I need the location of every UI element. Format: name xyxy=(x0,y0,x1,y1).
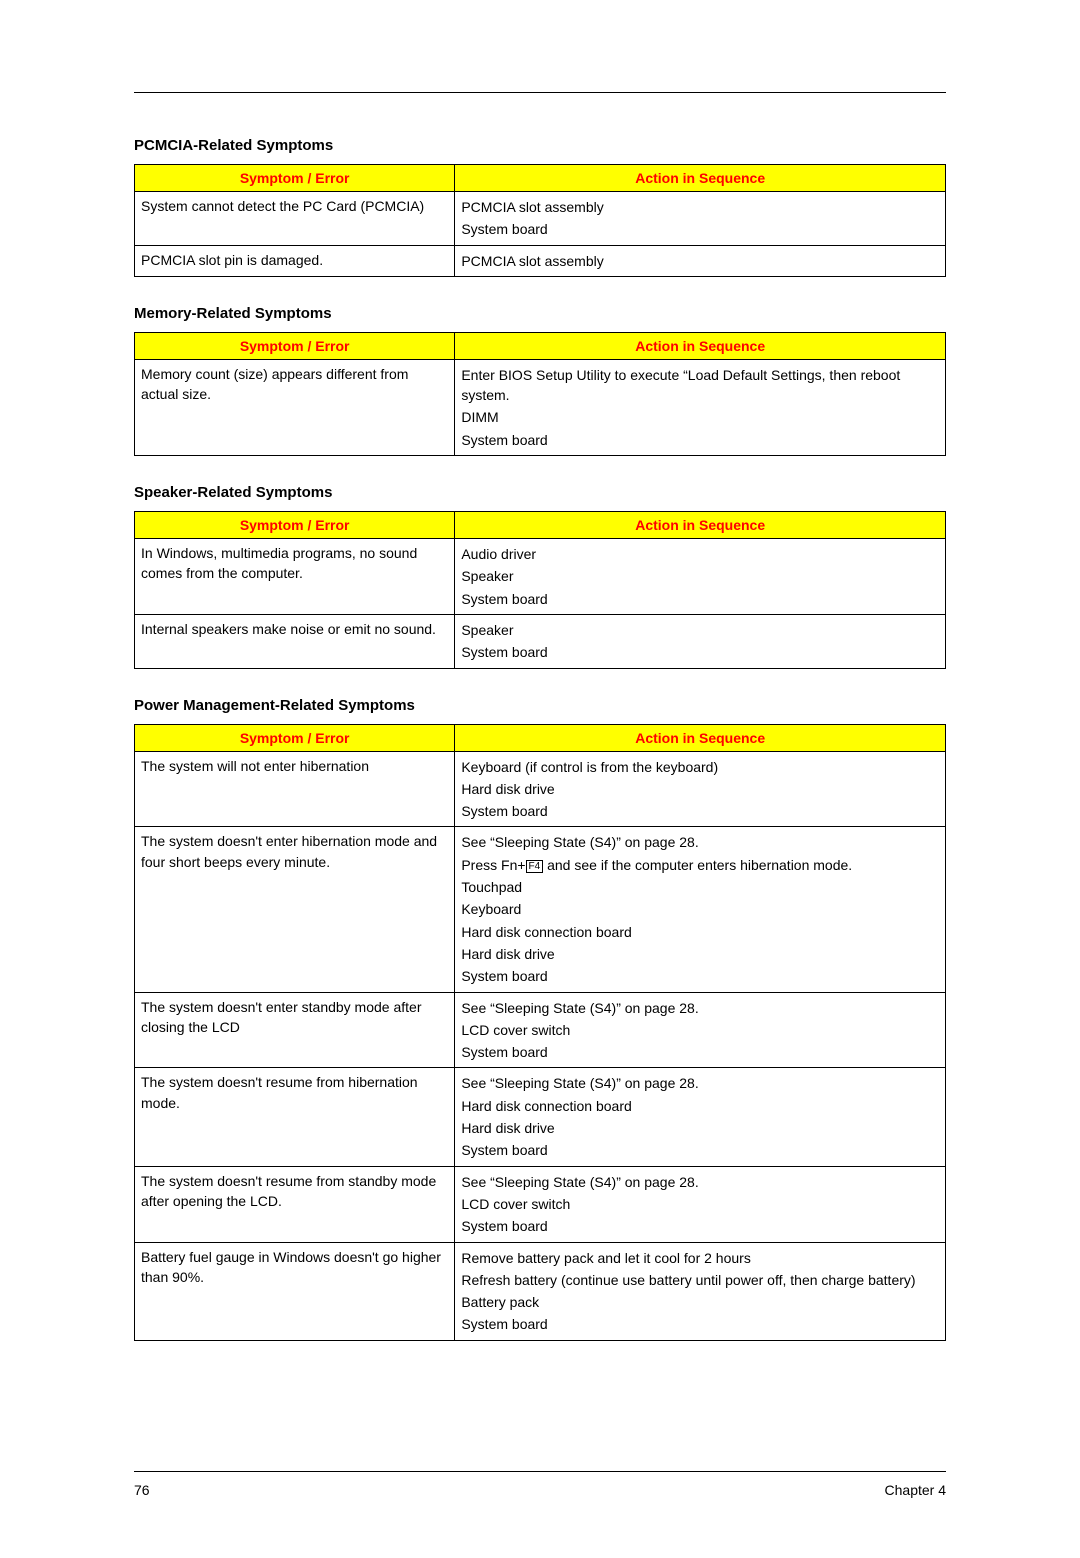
symptom-cell: PCMCIA slot pin is damaged. xyxy=(135,245,455,276)
action-line: Hard disk drive xyxy=(461,943,939,965)
action-line: Hard disk connection board xyxy=(461,921,939,943)
symptom-cell: The system doesn't resume from hibernati… xyxy=(135,1068,455,1166)
symptom-cell: The system doesn't enter hibernation mod… xyxy=(135,827,455,992)
action-line: LCD cover switch xyxy=(461,1193,939,1215)
action-line: Speaker xyxy=(461,565,939,587)
action-line: Remove battery pack and let it cool for … xyxy=(461,1247,939,1269)
action-line: See “Sleeping State (S4)” on page 28. xyxy=(461,997,939,1019)
action-line: Hard disk drive xyxy=(461,1117,939,1139)
table-row: The system will not enter hibernation Key… xyxy=(135,751,946,827)
col-header-symptom: Symptom / Error xyxy=(135,512,455,539)
symptom-cell: The system doesn't resume from standby m… xyxy=(135,1166,455,1242)
footer-divider xyxy=(134,1471,946,1472)
symptom-cell: Battery fuel gauge in Windows doesn't go… xyxy=(135,1242,455,1340)
col-header-action: Action in Sequence xyxy=(455,332,946,359)
action-cell: Keyboard (if control is from the keyboar… xyxy=(455,751,946,827)
action-line: Hard disk connection board xyxy=(461,1095,939,1117)
symptom-cell: In Windows, multimedia programs, no soun… xyxy=(135,539,455,615)
action-line: System board xyxy=(461,588,939,610)
action-cell: See “Sleeping State (S4)” on page 28.LCD… xyxy=(455,992,946,1068)
action-line: Battery pack xyxy=(461,1291,939,1313)
table-row: The system doesn't enter hibernation mod… xyxy=(135,827,946,992)
power-table: Symptom / Error Action in Sequence The s… xyxy=(134,724,946,1341)
top-divider xyxy=(134,92,946,93)
function-key-icon: F4 xyxy=(526,860,544,873)
action-cell: See “Sleeping State (S4)” on page 28.Har… xyxy=(455,1068,946,1166)
action-line: PCMCIA slot assembly xyxy=(461,196,939,218)
action-line: Refresh battery (continue use battery un… xyxy=(461,1269,939,1291)
action-cell: SpeakerSystem board xyxy=(455,614,946,668)
col-header-symptom: Symptom / Error xyxy=(135,724,455,751)
action-line: System board xyxy=(461,1139,939,1161)
action-line: LCD cover switch xyxy=(461,1019,939,1041)
symptom-cell: System cannot detect the PC Card (PCMCIA… xyxy=(135,192,455,246)
action-line: Enter BIOS Setup Utility to execute “Loa… xyxy=(461,364,939,407)
col-header-action: Action in Sequence xyxy=(455,512,946,539)
pcmcia-body: System cannot detect the PC Card (PCMCIA… xyxy=(135,192,946,277)
action-line: System board xyxy=(461,429,939,451)
section-title-power: Power Management-Related Symptoms xyxy=(134,697,946,714)
table-row: Memory count (size) appears different fr… xyxy=(135,359,946,455)
action-line: See “Sleeping State (S4)” on page 28. xyxy=(461,831,939,853)
col-header-action: Action in Sequence xyxy=(455,724,946,751)
action-cell: PCMCIA slot assembly xyxy=(455,245,946,276)
page-container: PCMCIA-Related Symptoms Symptom / Error … xyxy=(0,0,1080,1558)
col-header-symptom: Symptom / Error xyxy=(135,332,455,359)
symptom-cell: Memory count (size) appears different fr… xyxy=(135,359,455,455)
table-row: The system doesn't resume from standby m… xyxy=(135,1166,946,1242)
col-header-symptom: Symptom / Error xyxy=(135,165,455,192)
action-line: See “Sleeping State (S4)” on page 28. xyxy=(461,1171,939,1193)
action-line: Touchpad xyxy=(461,876,939,898)
power-body: The system will not enter hibernation Key… xyxy=(135,751,946,1340)
action-line: Keyboard xyxy=(461,898,939,920)
action-line: System board xyxy=(461,1313,939,1335)
table-row: The system doesn't enter standby mode af… xyxy=(135,992,946,1068)
page-footer: 76 Chapter 4 xyxy=(134,1471,946,1498)
table-row: Battery fuel gauge in Windows doesn't go… xyxy=(135,1242,946,1340)
symptom-cell: The system will not enter hibernation xyxy=(135,751,455,827)
table-row: The system doesn't resume from hibernati… xyxy=(135,1068,946,1166)
action-line: Press Fn+F4 and see if the computer ente… xyxy=(461,854,939,876)
symptom-cell: Internal speakers make noise or emit no … xyxy=(135,614,455,668)
section-title-pcmcia: PCMCIA-Related Symptoms xyxy=(134,137,946,154)
action-line: Speaker xyxy=(461,619,939,641)
action-cell: See “Sleeping State (S4)” on page 28.LCD… xyxy=(455,1166,946,1242)
pcmcia-table: Symptom / Error Action in Sequence Syste… xyxy=(134,164,946,277)
action-line: Hard disk drive xyxy=(461,778,939,800)
speaker-body: In Windows, multimedia programs, no soun… xyxy=(135,539,946,668)
action-line: System board xyxy=(461,965,939,987)
memory-table: Symptom / Error Action in Sequence Memor… xyxy=(134,332,946,456)
table-row: In Windows, multimedia programs, no soun… xyxy=(135,539,946,615)
action-line: PCMCIA slot assembly xyxy=(461,250,939,272)
action-line: Keyboard (if control is from the keyboar… xyxy=(461,756,939,778)
section-title-memory: Memory-Related Symptoms xyxy=(134,305,946,322)
action-cell: Enter BIOS Setup Utility to execute “Loa… xyxy=(455,359,946,455)
memory-body: Memory count (size) appears different fr… xyxy=(135,359,946,455)
col-header-action: Action in Sequence xyxy=(455,165,946,192)
action-cell: Audio driverSpeakerSystem board xyxy=(455,539,946,615)
speaker-table: Symptom / Error Action in Sequence In Wi… xyxy=(134,511,946,668)
chapter-label: Chapter 4 xyxy=(885,1482,946,1498)
action-line: System board xyxy=(461,641,939,663)
action-cell: PCMCIA slot assemblySystem board xyxy=(455,192,946,246)
action-line: System board xyxy=(461,1041,939,1063)
symptom-cell: The system doesn't enter standby mode af… xyxy=(135,992,455,1068)
action-line: Audio driver xyxy=(461,543,939,565)
action-line: System board xyxy=(461,1215,939,1237)
action-cell: See “Sleeping State (S4)” on page 28.Pre… xyxy=(455,827,946,992)
table-row: System cannot detect the PC Card (PCMCIA… xyxy=(135,192,946,246)
action-line: DIMM xyxy=(461,406,939,428)
table-row: Internal speakers make noise or emit no … xyxy=(135,614,946,668)
page-number: 76 xyxy=(134,1482,150,1498)
action-cell: Remove battery pack and let it cool for … xyxy=(455,1242,946,1340)
section-title-speaker: Speaker-Related Symptoms xyxy=(134,484,946,501)
action-line: System board xyxy=(461,218,939,240)
action-line: See “Sleeping State (S4)” on page 28. xyxy=(461,1072,939,1094)
table-row: PCMCIA slot pin is damaged. PCMCIA slot a… xyxy=(135,245,946,276)
action-line: System board xyxy=(461,800,939,822)
